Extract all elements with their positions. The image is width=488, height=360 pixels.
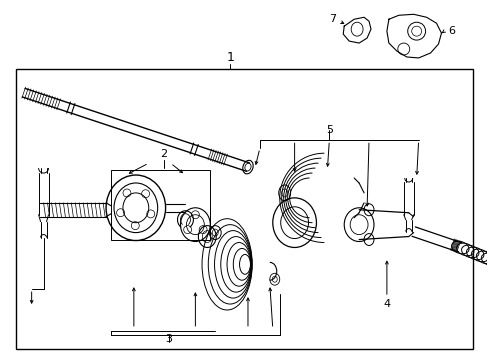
Bar xyxy=(16,69,472,349)
Text: 2: 2 xyxy=(160,149,167,159)
Bar xyxy=(111,170,210,239)
Text: 3: 3 xyxy=(165,334,172,344)
Text: 1: 1 xyxy=(226,51,234,64)
Text: 4: 4 xyxy=(383,299,389,309)
Text: 7: 7 xyxy=(328,14,335,24)
Text: 5: 5 xyxy=(325,125,332,135)
Text: 6: 6 xyxy=(447,26,454,36)
